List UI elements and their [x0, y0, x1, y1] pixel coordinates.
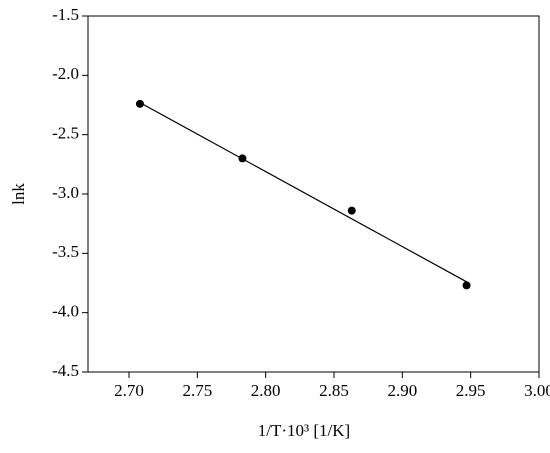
- fit-line: [139, 102, 467, 283]
- x-axis-label: 1/T·10³ [1/K]: [258, 421, 350, 440]
- x-tick-label: 2.80: [251, 381, 281, 400]
- y-tick-label: -4.5: [52, 361, 79, 380]
- y-tick-label: -2.0: [52, 64, 79, 83]
- plot-frame: [87, 15, 540, 373]
- y-tick-label: -2.5: [52, 124, 79, 143]
- data-point: [238, 154, 247, 163]
- data-point: [135, 99, 144, 108]
- data-point: [347, 206, 356, 215]
- y-tick-label: -1.5: [52, 5, 79, 24]
- y-axis-label: lnk: [9, 183, 28, 205]
- x-tick-label: 2.75: [182, 381, 212, 400]
- x-tick-label: 2.85: [319, 381, 349, 400]
- x-tick-label: 2.95: [456, 381, 486, 400]
- x-tick-label: 2.90: [387, 381, 417, 400]
- x-tick-label: 3.00: [524, 381, 550, 400]
- y-tick-label: -3.5: [52, 242, 79, 261]
- y-tick-label: -3.0: [52, 183, 79, 202]
- y-tick-label: -4.0: [52, 302, 79, 321]
- x-tick-label: 2.70: [114, 381, 144, 400]
- data-point: [462, 281, 471, 290]
